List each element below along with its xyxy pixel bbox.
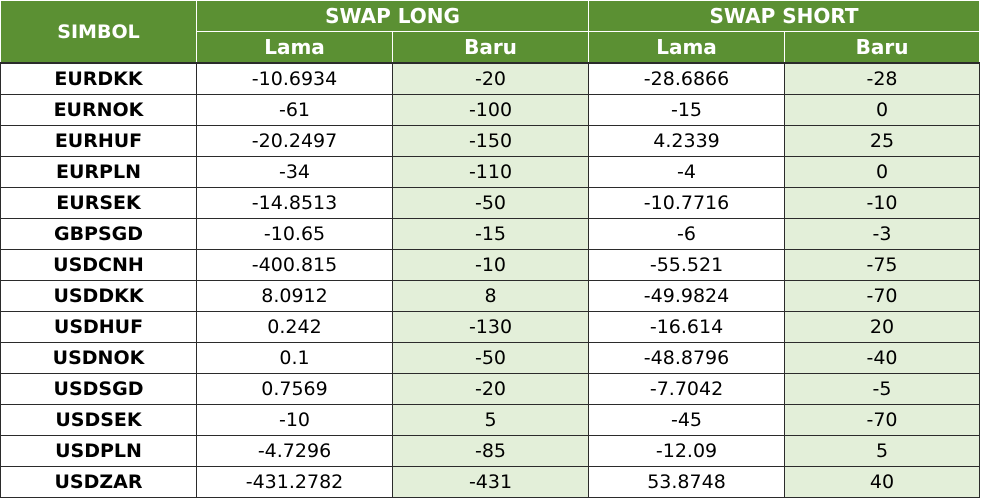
cell-long-lama: 0.1 [196,342,393,374]
cell-long-baru: -100 [391,94,590,126]
cell-long-baru: 5 [391,404,590,436]
cell-long-baru: -50 [391,342,590,374]
table-row: EURHUF -20.2497 -150 4.2339 25 [0,125,981,157]
cell-symbol: USDHUF [0,311,197,343]
table-row: EURPLN -34 -110 -4 0 [0,156,981,188]
cell-short-lama: -49.9824 [588,280,786,312]
table-row: EURDKK -10.6934 -20 -28.6866 -28 [0,62,981,95]
cell-symbol: EURDKK [0,62,197,95]
cell-symbol: USDNOK [0,342,197,374]
cell-symbol: USDSEK [0,404,197,436]
cell-long-lama: 0.7569 [196,373,393,405]
cell-long-baru: -150 [391,125,590,157]
cell-symbol: USDZAR [0,466,197,498]
cell-symbol: EURSEK [0,187,197,219]
table-row: USDHUF 0.242 -130 -16.614 20 [0,311,981,343]
cell-short-lama: -28.6866 [588,62,786,95]
cell-long-lama: 0.242 [196,311,393,343]
cell-short-baru: 25 [784,125,981,157]
header-simbol: SIMBOL [0,0,197,64]
cell-long-baru: -431 [391,466,590,498]
table-row: USDCNH -400.815 -10 -55.521 -75 [0,249,981,281]
cell-short-baru: 5 [784,435,981,467]
header-short-baru: Baru [784,31,981,64]
cell-long-baru: -110 [391,156,590,188]
cell-symbol: USDPLN [0,435,197,467]
cell-long-lama: -34 [196,156,393,188]
cell-long-baru: -15 [391,218,590,250]
cell-short-lama: -16.614 [588,311,786,343]
cell-short-baru: -40 [784,342,981,374]
cell-short-baru: 0 [784,94,981,126]
header-long-lama: Lama [196,31,393,64]
cell-symbol: EURHUF [0,125,197,157]
cell-long-lama: -10.6934 [196,62,393,95]
cell-long-lama: -14.8513 [196,187,393,219]
cell-short-lama: -10.7716 [588,187,786,219]
table-row: USDSEK -10 5 -45 -70 [0,404,981,436]
table-row: GBPSGD -10.65 -15 -6 -3 [0,218,981,250]
cell-short-lama: 4.2339 [588,125,786,157]
cell-short-lama: -48.8796 [588,342,786,374]
cell-long-lama: -431.2782 [196,466,393,498]
table-row: USDSGD 0.7569 -20 -7.7042 -5 [0,373,981,405]
cell-short-baru: 40 [784,466,981,498]
cell-short-baru: -3 [784,218,981,250]
cell-short-baru: -75 [784,249,981,281]
cell-symbol: USDSGD [0,373,197,405]
cell-short-baru: -28 [784,62,981,95]
header-swap-long: SWAP LONG [195,0,590,32]
cell-symbol: USDCNH [0,249,197,281]
cell-symbol: EURNOK [0,94,197,126]
cell-short-lama: -4 [588,156,786,188]
cell-long-lama: -20.2497 [196,125,393,157]
cell-short-baru: -70 [784,404,981,436]
cell-symbol: GBPSGD [0,218,197,250]
cell-short-baru: 20 [784,311,981,343]
cell-short-lama: -55.521 [588,249,786,281]
cell-short-lama: 53.8748 [588,466,786,498]
cell-short-lama: -7.7042 [588,373,786,405]
cell-long-baru: -10 [391,249,590,281]
table-body: EURDKK -10.6934 -20 -28.6866 -28 EURNOK … [0,62,981,498]
table-row: USDZAR -431.2782 -431 53.8748 40 [0,466,981,498]
table-row: USDPLN -4.7296 -85 -12.09 5 [0,435,981,467]
cell-long-lama: -10 [196,404,393,436]
header-short-lama: Lama [588,31,786,64]
cell-short-baru: -70 [784,280,981,312]
cell-long-baru: -20 [391,62,590,95]
cell-short-lama: -45 [588,404,786,436]
cell-long-baru: -85 [391,435,590,467]
header-swap-short: SWAP SHORT [588,0,981,32]
cell-long-baru: -130 [391,311,590,343]
table-row: EURNOK -61 -100 -15 0 [0,94,981,126]
cell-short-lama: -6 [588,218,786,250]
cell-long-baru: -50 [391,187,590,219]
header-long-baru: Baru [391,31,590,64]
table-row: USDDKK 8.0912 8 -49.9824 -70 [0,280,981,312]
cell-long-lama: -400.815 [196,249,393,281]
cell-long-baru: 8 [391,280,590,312]
cell-symbol: EURPLN [0,156,197,188]
cell-symbol: USDDKK [0,280,197,312]
cell-short-lama: -15 [588,94,786,126]
cell-short-baru: -10 [784,187,981,219]
cell-short-lama: -12.09 [588,435,786,467]
table-header: SIMBOL SWAP LONG SWAP SHORT Lama Baru La… [0,0,981,64]
cell-short-baru: -5 [784,373,981,405]
table-row: USDNOK 0.1 -50 -48.8796 -40 [0,342,981,374]
table-row: EURSEK -14.8513 -50 -10.7716 -10 [0,187,981,219]
cell-long-baru: -20 [391,373,590,405]
cell-long-lama: -4.7296 [196,435,393,467]
cell-long-lama: 8.0912 [196,280,393,312]
cell-long-lama: -10.65 [196,218,393,250]
cell-short-baru: 0 [784,156,981,188]
cell-long-lama: -61 [196,94,393,126]
